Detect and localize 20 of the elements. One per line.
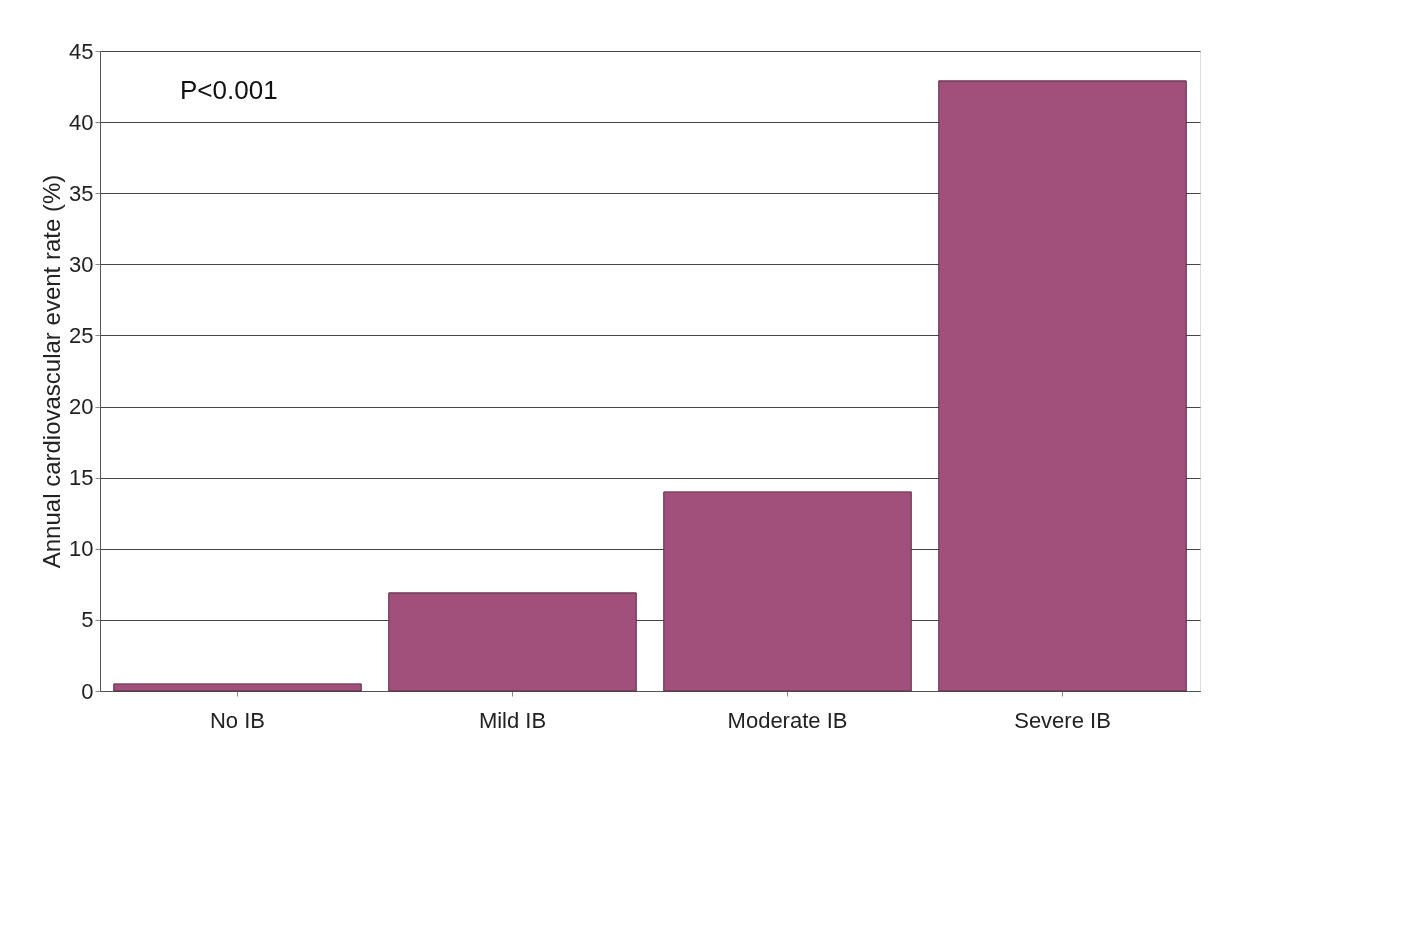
y-axis-title: Annual cardiovascular event rate (%) [38, 174, 66, 569]
y-tick-label: 40 [69, 109, 94, 135]
y-tick-label: 5 [81, 607, 94, 633]
y-tick-label: 45 [69, 38, 94, 64]
bar [938, 80, 1187, 692]
y-tick-label: 35 [69, 180, 94, 206]
y-tick-label: 10 [69, 536, 94, 562]
y-tick-label: 0 [81, 678, 94, 704]
y-tick-label: 20 [69, 394, 94, 420]
x-tick-label: Severe IB [1014, 707, 1111, 733]
bar [663, 491, 912, 692]
y-tick-label: 15 [69, 465, 94, 491]
annotation: P<0.001 [180, 75, 278, 105]
bar [388, 592, 637, 692]
x-tick-label: Moderate IB [727, 707, 848, 733]
y-tick-label: 30 [69, 251, 94, 277]
bar [113, 683, 362, 692]
x-tick-label: No IB [209, 707, 266, 733]
y-tick-label: 25 [69, 322, 94, 348]
x-tick-label: Mild IB [478, 707, 547, 733]
